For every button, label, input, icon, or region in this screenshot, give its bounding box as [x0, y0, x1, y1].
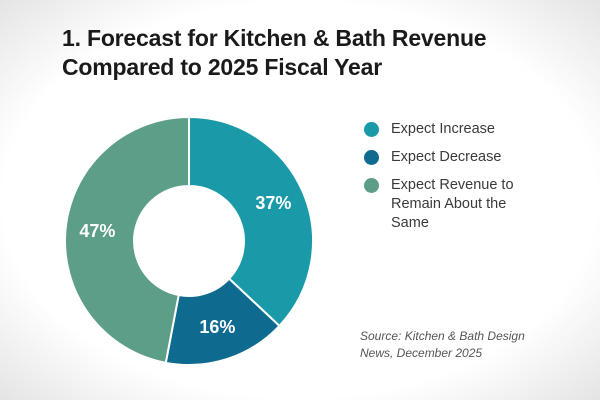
- legend-swatch: [364, 150, 379, 165]
- donut-segment: [64, 115, 190, 364]
- legend-swatch: [364, 178, 379, 193]
- legend-entry: Expect Increase: [364, 120, 531, 139]
- legend-swatch: [364, 122, 379, 137]
- legend-entry: Expect Revenue to Remain About the Same: [364, 176, 531, 233]
- data-label: 47%: [79, 221, 115, 241]
- donut-segment: [188, 115, 314, 328]
- legend-label: Expect Revenue to Remain About the Same: [391, 177, 514, 231]
- legend-label: Expect Decrease: [391, 149, 502, 165]
- donut-segment: [164, 277, 281, 366]
- legend-entry: Expect Decrease: [364, 148, 531, 167]
- chart-title: 1. Forecast for Kitchen & Bath Revenue C…: [62, 25, 487, 80]
- legend: Expect Increase Expect Decrease Expect Rev…: [364, 120, 564, 242]
- data-label: 16%: [199, 317, 235, 337]
- data-label: 37%: [255, 193, 291, 213]
- source-note: Source: Kitchen & Bath Design News, Dece…: [360, 329, 525, 360]
- legend-label: Expect Increase: [391, 121, 495, 137]
